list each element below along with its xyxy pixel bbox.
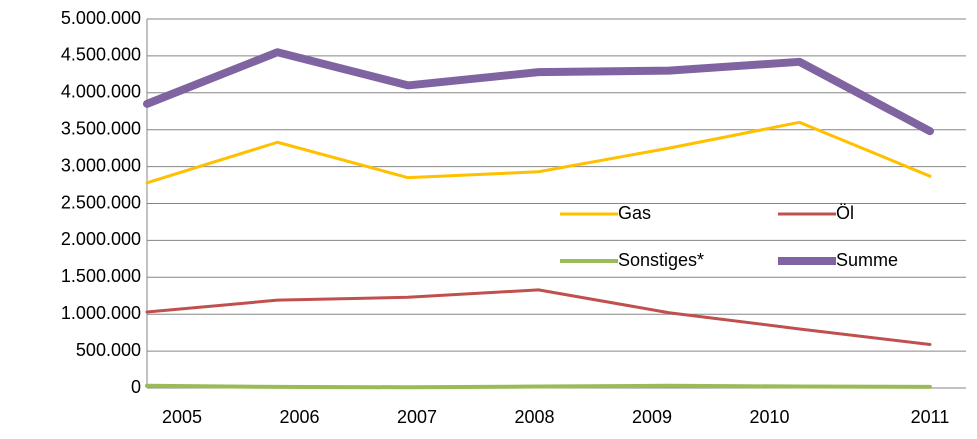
y-tick-label: 0 <box>131 377 141 397</box>
x-tick-label: 2008 <box>514 407 554 427</box>
y-tick-label: 2.000.000 <box>61 229 141 249</box>
legend-label: Gas <box>618 203 651 223</box>
x-tick-label: 2009 <box>632 407 672 427</box>
data-line <box>145 383 932 390</box>
y-tick-label: 3.500.000 <box>61 118 141 138</box>
y-tick-label: 3.000.000 <box>61 155 141 175</box>
y-tick-label: 1.000.000 <box>61 303 141 323</box>
x-tick-label: 2010 <box>749 407 789 427</box>
y-tick-label: 500.000 <box>76 340 141 360</box>
data-line <box>143 48 934 136</box>
data-line <box>145 120 932 185</box>
legend-label: Summe <box>836 250 898 270</box>
y-tick-label: 5.000.000 <box>61 8 141 28</box>
x-tick-label: 2005 <box>162 407 202 427</box>
x-tick-label: 2006 <box>279 407 319 427</box>
legend-label: Öl <box>836 203 854 223</box>
x-tick-label: 2011 <box>911 407 950 427</box>
y-tick-label: 2.500.000 <box>61 192 141 212</box>
data-line <box>145 288 932 346</box>
y-tick-label: 4.000.000 <box>61 82 141 102</box>
legend-label: Sonstiges* <box>618 250 704 270</box>
y-tick-label: 1.500.000 <box>61 266 141 286</box>
y-tick-label: 4.500.000 <box>61 45 141 65</box>
x-tick-label: 2007 <box>397 407 437 427</box>
